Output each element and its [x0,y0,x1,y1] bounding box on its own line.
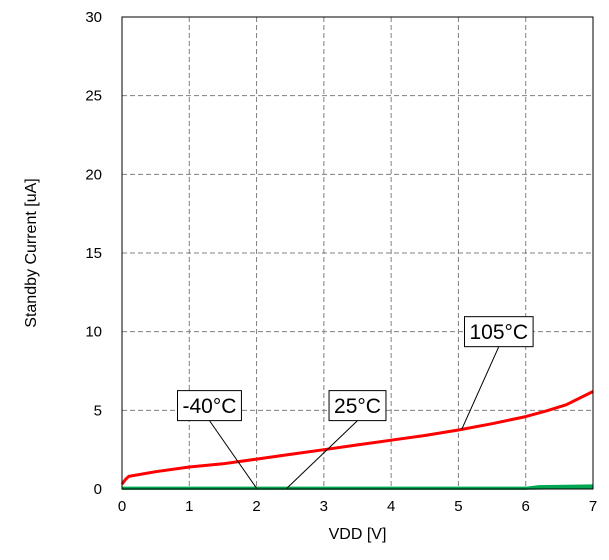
x-tick-label: 0 [118,498,126,515]
x-tick-label: 1 [185,498,193,515]
annotation-layer: 105°C 25°C -40°C [177,316,534,489]
y-axis-label: Standby Current [uA] [23,178,40,327]
annotation-leader-line [209,420,257,489]
annotation-leader-line [286,420,358,489]
x-tick-label: 5 [454,498,462,515]
y-tick-label: 0 [94,481,102,498]
series-line-105c [120,390,594,486]
x-tick-label: 3 [320,498,328,515]
x-tick-label: 6 [522,498,530,515]
annotation-leader-line [461,346,500,430]
annotation-box [463,316,534,348]
annotation-box [177,390,242,422]
plot-area-frame [121,16,594,490]
y-tick-label: 30 [85,9,102,26]
annotation-105c: 105°C [461,316,534,430]
y-tick-label: 25 [85,88,102,105]
y-tick-label: 15 [85,245,102,262]
y-tick-label: 10 [85,324,102,341]
annotation-label: 25°C [334,395,381,418]
x-tick-label: 2 [252,498,260,515]
x-axis-label: VDD [V] [329,526,387,543]
annotation-25c: 25°C [286,390,387,489]
x-tick-label: 4 [387,498,395,515]
y-tick-label: 20 [85,166,102,183]
series-line-40c [122,485,594,490]
annotation-label: -40°C [183,395,237,418]
tick-label-layer: 0 1 2 3 4 5 6 7 0 5 10 15 20 25 30 [85,9,597,515]
annotation-label: 105°C [469,321,528,344]
x-tick-label: 7 [589,498,597,515]
annotation-box [328,390,387,422]
series-layer [120,390,594,490]
y-tick-label: 5 [94,402,102,419]
annotation-40c: -40°C [177,390,257,489]
